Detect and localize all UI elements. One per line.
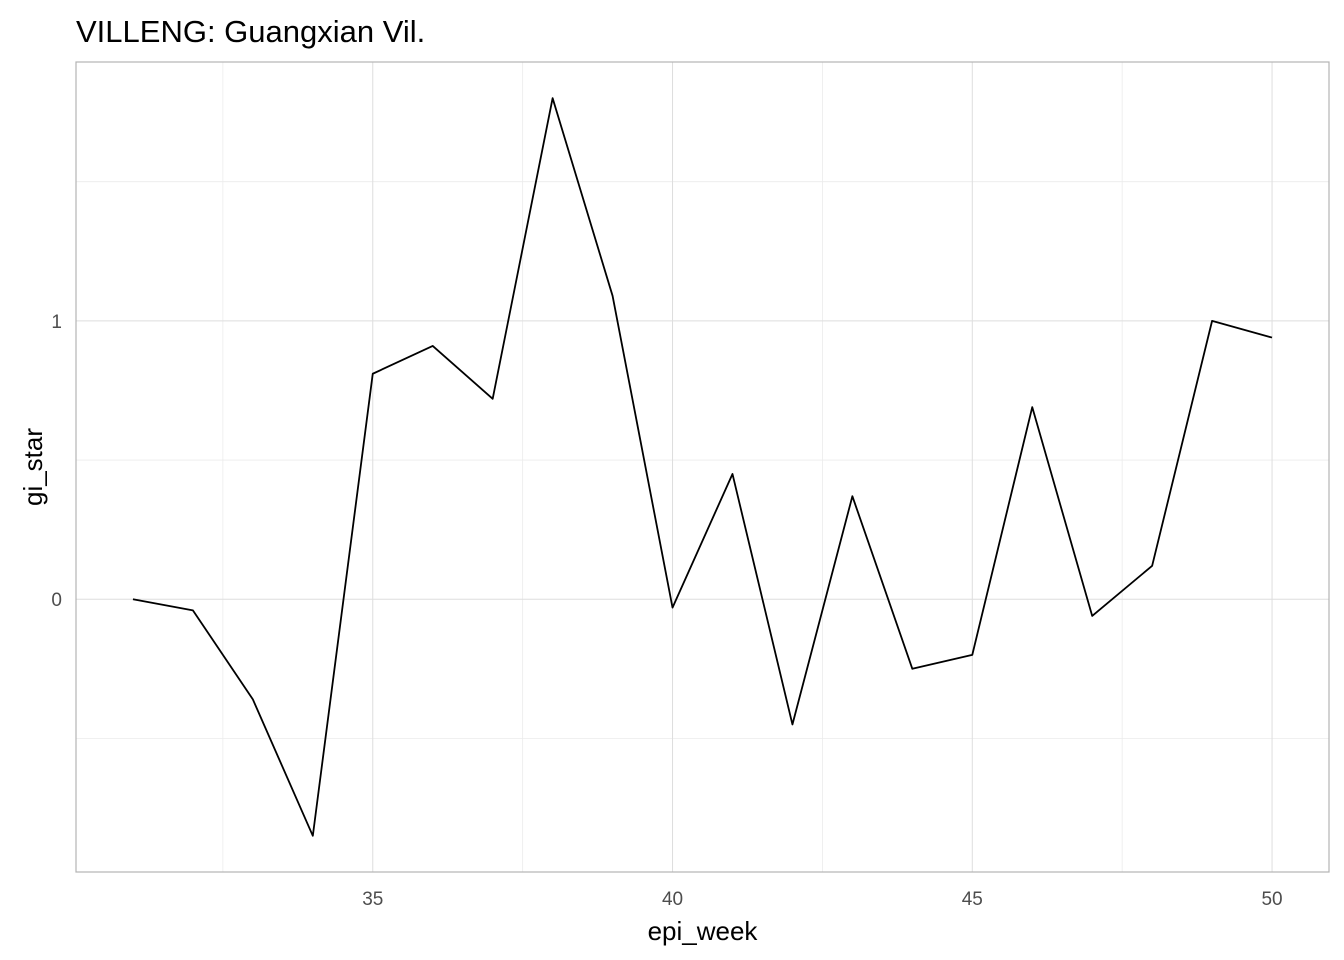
y-axis-tick-labels: 01 bbox=[51, 312, 62, 611]
x-tick-label: 45 bbox=[962, 889, 983, 910]
major-gridlines-y bbox=[76, 320, 1329, 600]
plot-panel-border bbox=[75, 61, 1330, 873]
minor-gridlines-y bbox=[76, 181, 1329, 739]
y-axis-title: gi_star bbox=[18, 428, 48, 506]
major-gridlines-x bbox=[372, 62, 1273, 872]
chart-title: VILLENG: Guangxian Vil. bbox=[76, 14, 425, 49]
x-tick-label: 35 bbox=[362, 889, 383, 910]
gi-star-series-line bbox=[132, 97, 1273, 837]
y-tick-label: 0 bbox=[51, 590, 62, 611]
x-tick-label: 50 bbox=[1261, 889, 1282, 910]
x-tick-label: 40 bbox=[662, 889, 683, 910]
series-layer bbox=[132, 97, 1273, 837]
minor-gridlines-x bbox=[222, 62, 1123, 872]
x-axis-title: epi_week bbox=[648, 916, 759, 946]
y-tick-label: 1 bbox=[51, 312, 62, 333]
x-axis-tick-labels: 35 40 45 50 bbox=[362, 889, 1282, 910]
